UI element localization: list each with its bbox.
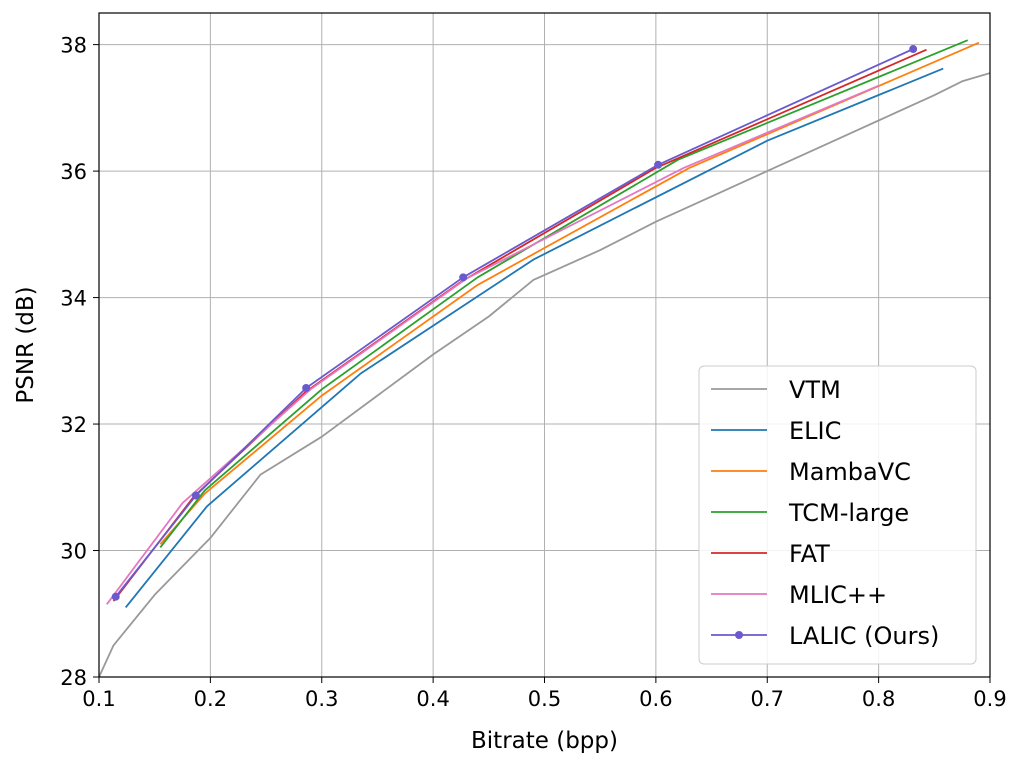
y-axis-label: PSNR (dB) bbox=[13, 286, 39, 403]
legend-label: MambaVC bbox=[789, 458, 911, 486]
legend-entry: ELIC bbox=[711, 417, 841, 445]
legend: VTM ELIC MambaVC TCM-large FAT MLIC++ LALIC (O… bbox=[698, 365, 977, 665]
y-tick-label: 28 bbox=[60, 666, 87, 690]
legend-label: VTM bbox=[789, 376, 841, 404]
y-tick-label: 34 bbox=[60, 287, 87, 311]
data-point bbox=[191, 491, 200, 500]
series-line bbox=[114, 48, 914, 598]
grid bbox=[98, 13, 991, 678]
y-tick-label: 32 bbox=[60, 413, 87, 437]
series-mambavc bbox=[159, 41, 980, 545]
series-line bbox=[99, 72, 990, 677]
series-vtm bbox=[99, 72, 990, 677]
legend-entry: VTM bbox=[711, 376, 841, 404]
legend-box bbox=[698, 365, 977, 665]
data-point bbox=[302, 384, 311, 393]
x-axis-label: Bitrate (bpp) bbox=[471, 728, 618, 754]
legend-label: TCM-large bbox=[788, 499, 909, 527]
x-tick-label: 0.8 bbox=[862, 687, 895, 711]
x-tick-label: 0.5 bbox=[528, 687, 561, 711]
series-elic bbox=[124, 67, 944, 608]
x-tick-label: 0.2 bbox=[194, 687, 227, 711]
data-point bbox=[654, 160, 663, 169]
data-point bbox=[909, 45, 918, 54]
legend-entry: MambaVC bbox=[711, 458, 911, 486]
legend-entry: LALIC (Ours) bbox=[711, 622, 939, 650]
x-tick-label: 0.7 bbox=[751, 687, 784, 711]
legend-label: MLIC++ bbox=[789, 581, 887, 609]
x-tick-label: 0.1 bbox=[82, 687, 115, 711]
series-mlic bbox=[106, 84, 879, 605]
data-point bbox=[111, 592, 120, 601]
series-line bbox=[159, 39, 969, 548]
series-layer bbox=[99, 39, 990, 677]
legend-label: FAT bbox=[789, 540, 830, 568]
x-tick-label: 0.3 bbox=[305, 687, 338, 711]
y-tick-label: 30 bbox=[60, 540, 87, 564]
legend-label: ELIC bbox=[789, 417, 841, 445]
series-line bbox=[159, 41, 980, 545]
legend-entry: TCM-large bbox=[711, 499, 909, 527]
data-point bbox=[459, 273, 468, 282]
legend-entry: FAT bbox=[711, 540, 830, 568]
series-lalic-ours bbox=[111, 45, 918, 601]
legend-label: LALIC (Ours) bbox=[789, 622, 939, 650]
ticks: 0.1 0.2 0.3 0.4 0.5 0.6 0.7 0.8 0.9 28 30 32 34 36 38 bbox=[60, 34, 1006, 711]
series-tcm-large bbox=[159, 39, 969, 548]
y-tick-label: 38 bbox=[60, 34, 87, 58]
x-tick-label: 0.9 bbox=[973, 687, 1006, 711]
series-line bbox=[106, 84, 879, 605]
legend-entry: MLIC++ bbox=[711, 581, 887, 609]
x-tick-label: 0.6 bbox=[639, 687, 672, 711]
legend-marker bbox=[735, 631, 743, 639]
y-tick-label: 36 bbox=[60, 160, 87, 184]
series-line bbox=[124, 67, 944, 608]
x-tick-label: 0.4 bbox=[416, 687, 449, 711]
